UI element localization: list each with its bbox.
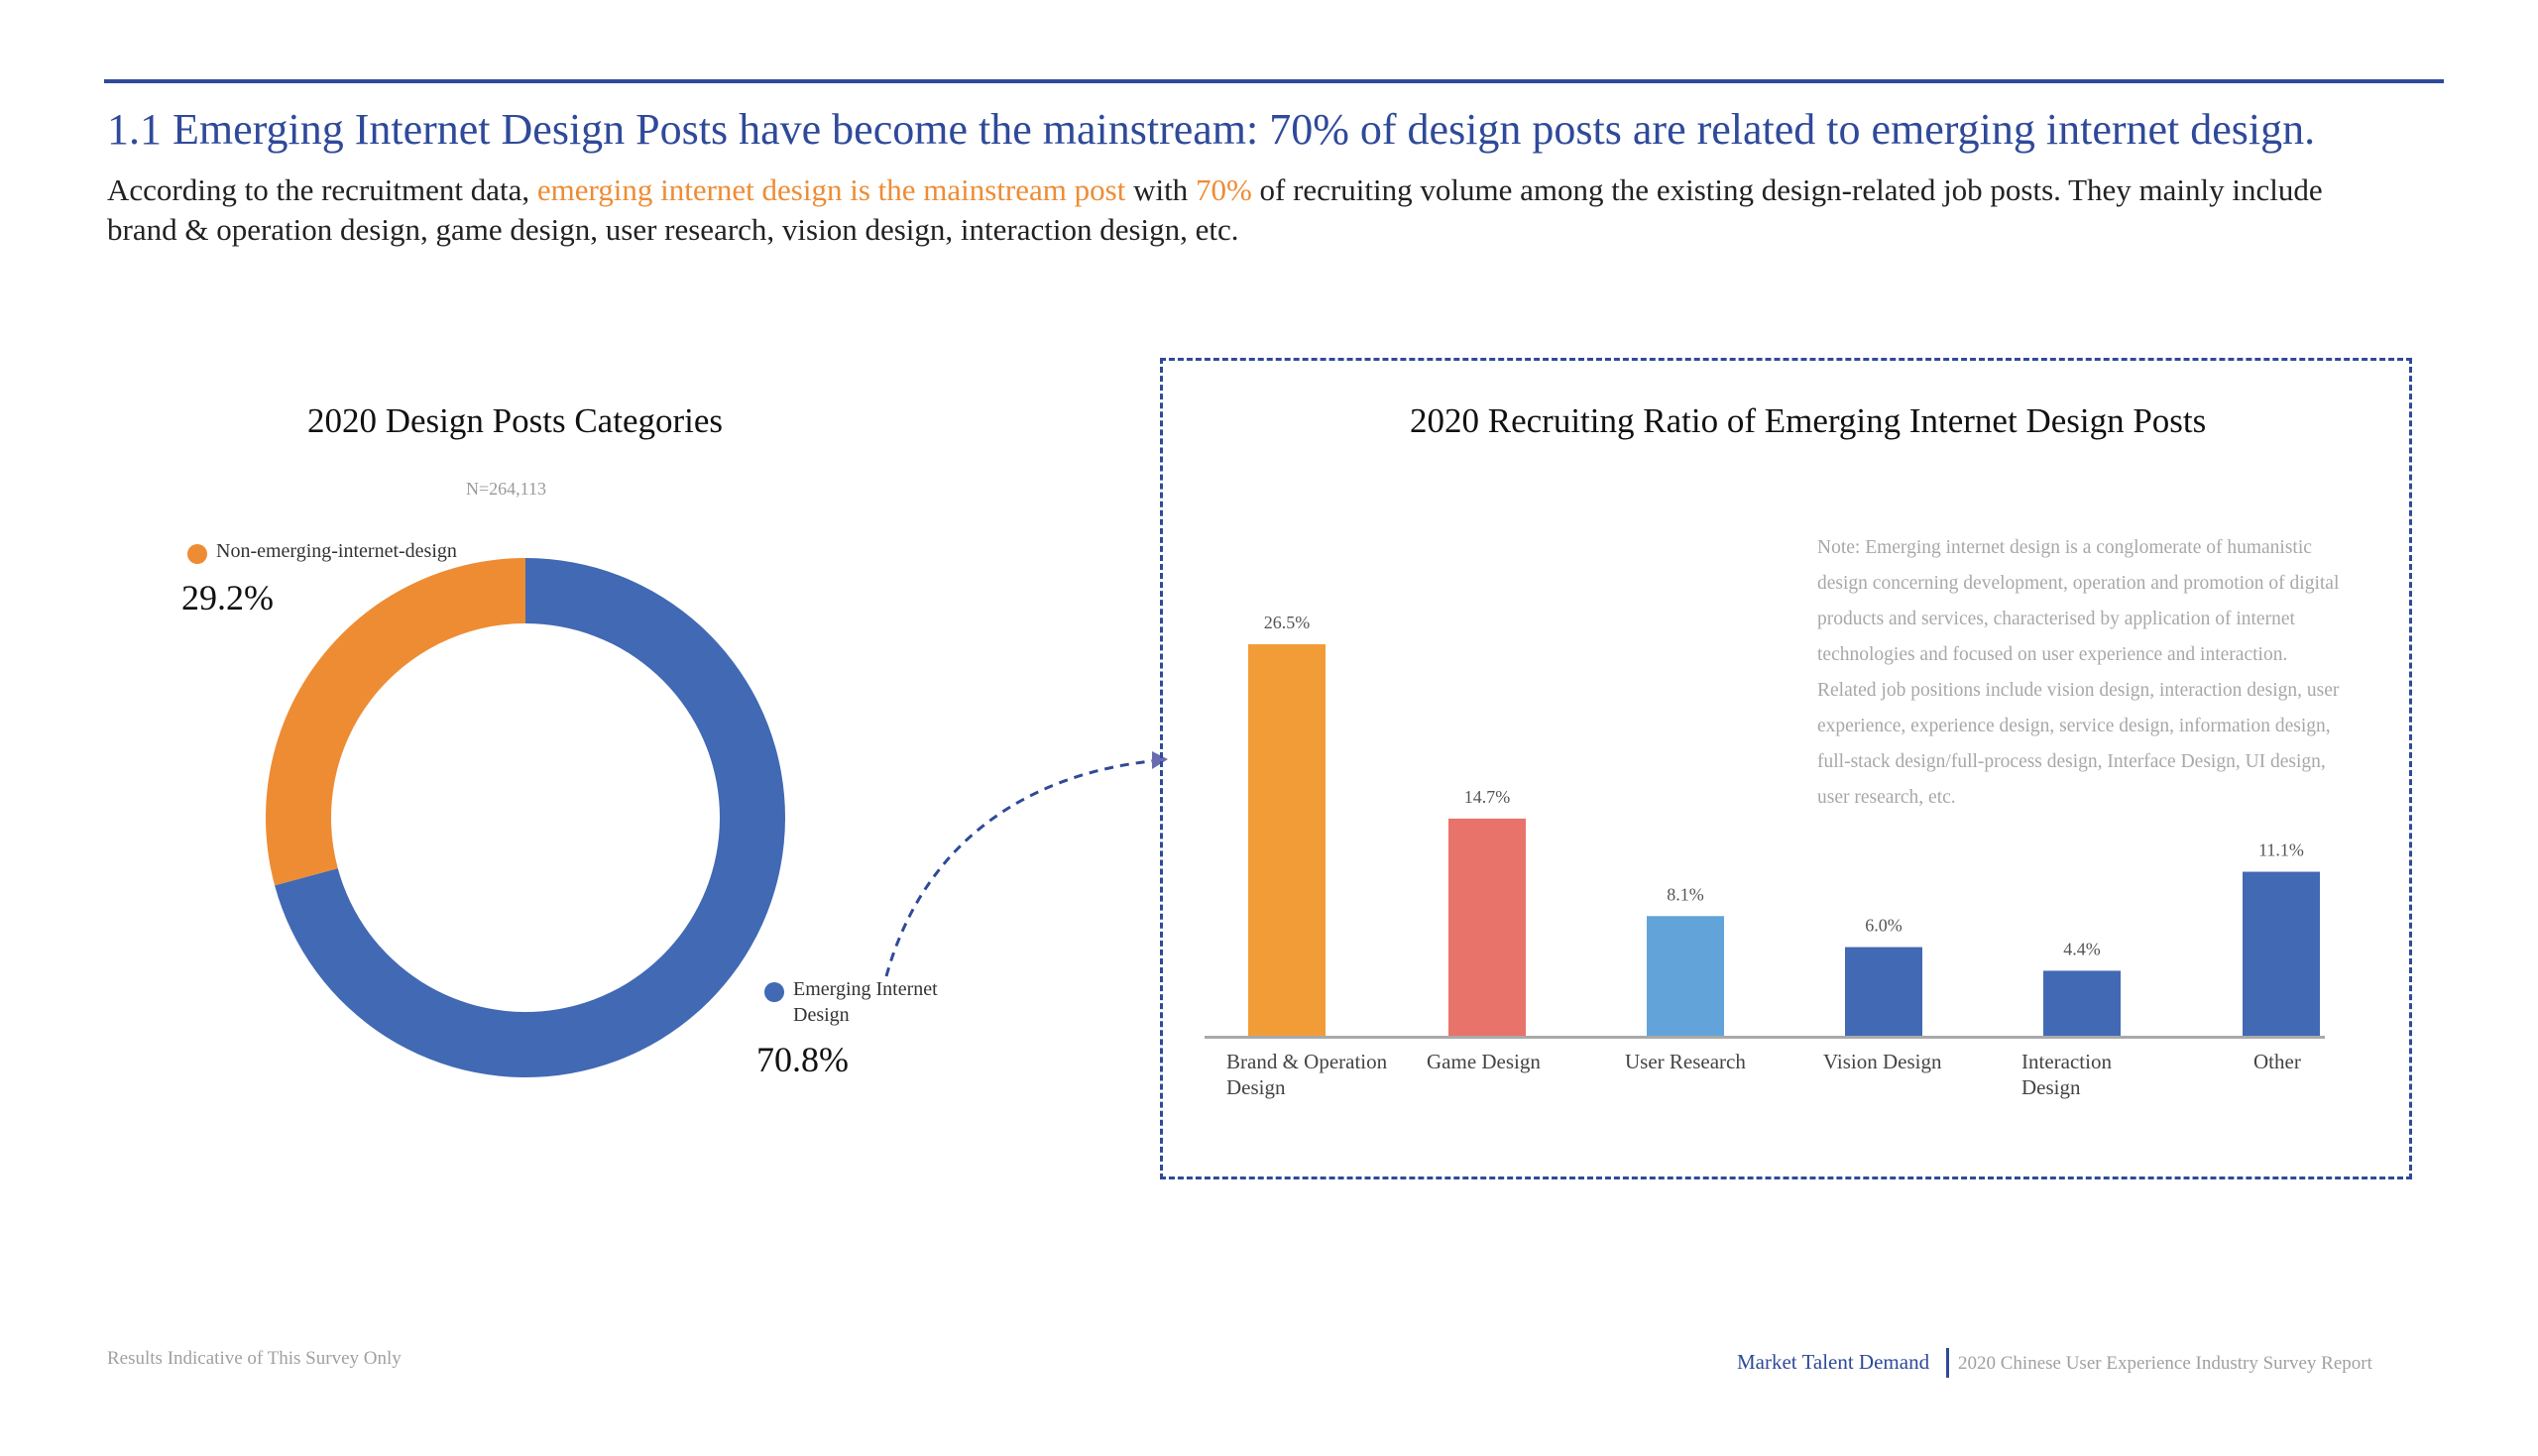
bar-value-label: 6.0%: [1865, 916, 1903, 936]
page-title: 1.1 Emerging Internet Design Posts have …: [107, 105, 2316, 154]
bar-category-label: Vision Design: [1823, 1050, 1942, 1073]
footer-disclaimer: Results Indicative of This Survey Only: [107, 1348, 402, 1369]
footer-separator: [1946, 1348, 1949, 1378]
pct-label-emerging: 70.8%: [756, 1040, 849, 1079]
legend-dot-emerging: [764, 982, 784, 1002]
donut-chart-subtitle: N=264,113: [466, 479, 546, 499]
bar-value-label: 8.1%: [1667, 884, 1704, 904]
intro-text-1: According to the recruitment data,: [107, 172, 537, 207]
bar-category-label: Interaction Design: [2021, 1050, 2112, 1099]
intro-highlight-1: emerging internet design is the mainstre…: [536, 172, 1126, 207]
legend-label-emerging: Emerging Internet Design: [793, 978, 938, 1026]
bar-chart-note: Note: Emerging internet design is a cong…: [1817, 537, 2340, 808]
top-rule: [104, 79, 2444, 83]
intro-text-2: with: [1125, 172, 1196, 207]
bar-category-label: Other: [2253, 1050, 2301, 1073]
connector-path: [884, 758, 1161, 977]
donut-chart-title: 2020 Design Posts Categories: [307, 401, 724, 440]
bar-user-research: [1647, 916, 1724, 1036]
bar-chart-frame: [1160, 358, 2412, 1179]
bar-brand-operation-design: [1248, 644, 1326, 1036]
donut-chart: [266, 558, 785, 1077]
bar-value-label: 14.7%: [1464, 787, 1511, 807]
bar-category-label: User Research: [1625, 1050, 1746, 1073]
pct-label-non-emerging: 29.2%: [181, 578, 274, 617]
bar-category-label: Game Design: [1427, 1050, 1541, 1073]
connector-arrow: [884, 751, 1168, 977]
bar-interaction-design: [2043, 970, 2121, 1036]
footer-section-name: Market Talent Demand: [1737, 1350, 1930, 1374]
intro-text-3: of recruiting volume among the existing …: [107, 172, 2323, 247]
footer-report-name: 2020 Chinese User Experience Industry Su…: [1958, 1353, 2372, 1374]
bar-value-label: 26.5%: [1264, 613, 1311, 632]
bar-vision-design: [1845, 947, 1922, 1036]
intro-paragraph: According to the recruitment data, emerg…: [107, 170, 2338, 250]
bar-category-label: Brand & Operation Design: [1226, 1050, 1388, 1099]
donut-slice-non-emerging: [266, 558, 525, 886]
bar-chart-title: 2020 Recruiting Ratio of Emerging Intern…: [1410, 401, 2207, 440]
legend-dot-non-emerging: [187, 544, 207, 564]
bar-game-design: [1448, 818, 1526, 1036]
bar-chart: 26.5% 14.7% 8.1% 6.0% 4.4% 11.1%: [1205, 613, 2325, 1039]
bar-other: [2243, 871, 2320, 1036]
bar-value-label: 4.4%: [2063, 939, 2101, 958]
bar-value-label: 11.1%: [2258, 840, 2304, 860]
legend-label-non-emerging: Non-emerging-internet-design: [216, 540, 457, 562]
intro-highlight-2: 70%: [1195, 172, 1252, 207]
